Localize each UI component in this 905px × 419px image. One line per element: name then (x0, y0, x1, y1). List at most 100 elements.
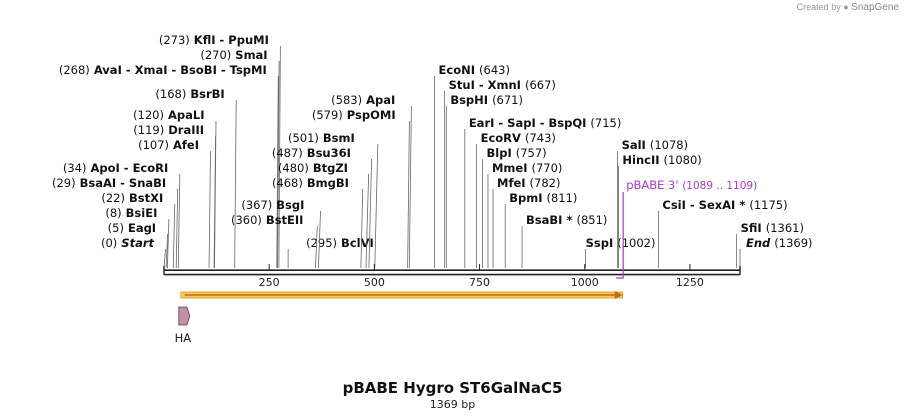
cut-site[interactable]: SfiI (1361) (736, 221, 804, 268)
cut-site[interactable]: (22) BstXI (101, 191, 176, 269)
cut-site[interactable]: (583) ApaI (331, 93, 412, 269)
cut-site-position: (468) (272, 176, 303, 190)
cut-site-label: (107) AfeI (138, 138, 199, 152)
axis-tick-label: 250 (259, 276, 280, 289)
cut-site-enzyme: BclVI (337, 236, 374, 250)
cut-site-position: (782) (530, 176, 561, 190)
cut-site-leader (234, 99, 237, 269)
cut-site-label: (360) BstEII (231, 213, 303, 227)
ha-tag-label: HA (175, 331, 192, 345)
cut-site-leader (177, 173, 181, 269)
cut-site-enzyme: KflI - PpuMI (190, 33, 269, 47)
cut-site-leader (315, 225, 318, 269)
cut-site-label: (119) DraIII (133, 123, 204, 137)
watermark: Created by ● SnapGene (797, 2, 899, 13)
cut-site[interactable]: EcoRV (743) (476, 131, 556, 268)
cut-site[interactable]: EarI - SapI - BspQI (715) (464, 116, 622, 268)
cut-site[interactable]: (579) PspOMI (312, 108, 410, 269)
cut-site-label: EcoNI (643) (439, 63, 510, 77)
cut-site-position: (22) (101, 191, 125, 205)
cut-site-position: (743) (525, 131, 556, 145)
cut-site-position: (487) (272, 146, 303, 160)
cut-site-leader (163, 248, 166, 269)
cut-site[interactable]: MfeI (782) (492, 176, 561, 268)
cut-site[interactable]: (5) EagI (108, 221, 169, 269)
cut-site-position: (1369) (774, 236, 812, 250)
cut-site-position: (1080) (664, 153, 702, 167)
cut-site[interactable]: (270) SmaI (200, 48, 280, 269)
cut-site-position: (583) (331, 93, 362, 107)
cut-site[interactable]: (273) KflI - PpuMI (159, 33, 281, 269)
cut-site-label: SfiI (1361) (741, 221, 804, 235)
cut-site-label: (5) EagI (108, 221, 156, 235)
cut-site-leader (165, 233, 169, 269)
cut-site[interactable]: (0) Start (101, 236, 166, 269)
cut-site[interactable]: (501) BsmI (288, 131, 379, 269)
cut-site-position: (579) (312, 108, 343, 122)
cut-site-label: MmeI (770) (492, 161, 562, 175)
cut-site-position: (643) (479, 63, 510, 77)
cut-site-label: BlpI (757) (487, 146, 547, 160)
cut-site[interactable]: (295) BclVI (287, 236, 374, 268)
axis-tick-label: 500 (364, 276, 385, 289)
cut-site-position: (29) (52, 176, 76, 190)
cut-site-enzyme: BspHI (450, 93, 492, 107)
cut-site[interactable]: End (1369) (739, 236, 813, 268)
cut-site[interactable]: EcoNI (643) (434, 63, 510, 268)
cut-site[interactable]: (119) DraIII (133, 123, 216, 269)
cut-site-enzyme: SspI (586, 236, 618, 250)
cut-site-enzyme: PspOMI (343, 108, 396, 122)
cut-site[interactable]: (487) Bsu36I (272, 146, 373, 269)
cut-site[interactable]: (34) ApoI - EcoRI (63, 161, 181, 269)
cut-site-enzyme: End (746, 236, 774, 250)
cut-site[interactable]: (480) BtgZI (278, 161, 370, 269)
cut-site-label: BsaBI * (851) (526, 213, 607, 227)
cut-site-position: (0) (101, 236, 117, 250)
cut-site[interactable]: BlpI (757) (482, 146, 547, 268)
cut-site[interactable]: MmeI (770) (487, 161, 562, 268)
cut-site[interactable]: (268) AvaI - XmaI - BsoBI - TspMI (59, 63, 279, 269)
cut-site-position: (295) (306, 236, 337, 250)
map-title: pBABE Hygro ST6GalNaC5 (342, 379, 563, 397)
cut-site-leader (318, 210, 321, 269)
cut-site-position: (1002) (617, 236, 655, 250)
cut-site-enzyme: MmeI (492, 161, 532, 175)
cut-site[interactable]: HincII (1080) (618, 153, 702, 268)
cut-site[interactable]: (107) AfeI (138, 138, 211, 269)
cut-site-enzyme: ApaLI (164, 108, 205, 122)
cut-site[interactable]: CsiI - SexAI * (1175) (657, 198, 788, 268)
primer-label: pBABE 3' (1089 .. 1109) (626, 178, 757, 192)
cut-site[interactable]: SspI (1002) (585, 236, 656, 268)
cut-site-position: (715) (590, 116, 621, 130)
cut-site[interactable]: (367) BsgI (241, 198, 321, 269)
cut-site[interactable]: SalI (1078) (617, 138, 689, 268)
cut-site-enzyme: BmgBI (303, 176, 349, 190)
cut-site-label: (273) KflI - PpuMI (159, 33, 269, 47)
cut-site-enzyme: BsaAI - SnaBI (76, 176, 167, 190)
cut-site-leader (276, 75, 279, 269)
cut-site-enzyme: BtgZI (309, 161, 348, 175)
cut-site[interactable]: BspHI (671) (445, 93, 523, 268)
primer-name: pBABE 3' (626, 178, 682, 192)
cut-site[interactable]: StuI - XmnI (667) (444, 78, 556, 268)
cut-site-enzyme: DraIII (164, 123, 204, 137)
cut-site-leader (368, 158, 373, 269)
cut-site-enzyme: BsiEI (122, 206, 158, 220)
cut-site[interactable]: BpmI (811) (504, 191, 577, 268)
cut-site-position: (273) (159, 33, 190, 47)
cut-site-enzyme: EagI (124, 221, 156, 235)
cut-site[interactable]: (468) BmgBI (272, 176, 364, 269)
cut-site[interactable]: (8) BsiEI (105, 206, 170, 269)
cut-site[interactable]: BsaBI * (851) (521, 213, 607, 268)
cut-site-enzyme: BlpI (487, 146, 516, 160)
cut-site[interactable]: (360) BstEII (231, 213, 318, 269)
cut-site-label: (468) BmgBI (272, 176, 349, 190)
cut-site-position: (34) (63, 161, 87, 175)
sequence-axis: 250 500 750 1000 1250 (163, 264, 741, 289)
cut-site[interactable]: (29) BsaAI - SnaBI (52, 176, 179, 269)
cut-site[interactable]: (168) BsrBI (155, 87, 237, 269)
cut-site-enzyme: EarI - SapI - BspQI (469, 116, 591, 130)
restriction-sites: (273) KflI - PpuMI(270) SmaI(268) AvaI -… (52, 33, 813, 269)
cut-site-enzyme: BstXI (125, 191, 163, 205)
cut-site-label: (120) ApaLI (133, 108, 204, 122)
